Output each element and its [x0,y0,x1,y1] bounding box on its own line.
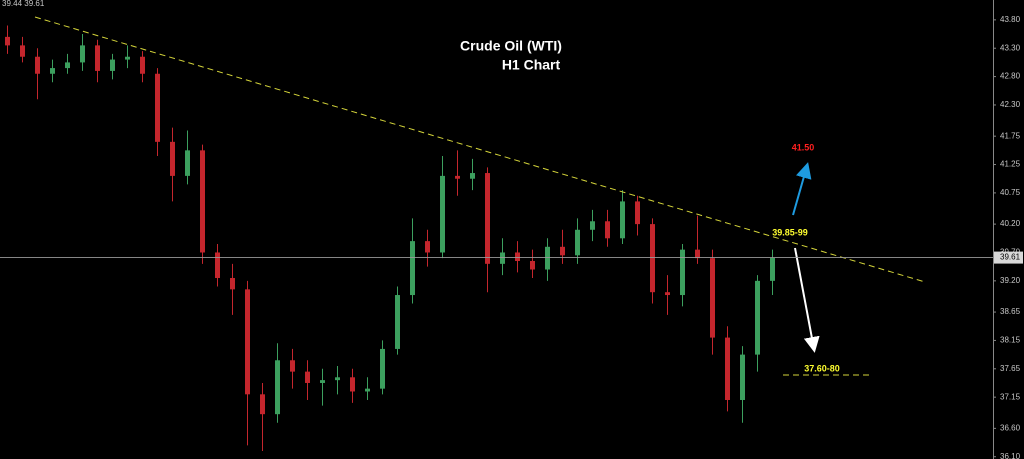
candle-body [65,62,70,69]
current-price-tag [994,251,1023,264]
y-tick-label: 38.65 [1000,307,1021,316]
candle-body [260,394,265,415]
chart-title: Crude Oil (WTI) [460,38,562,54]
candle-body [5,36,10,46]
current-price-label: 39.61 [1000,253,1021,262]
candle-body [500,252,505,264]
candle-body [695,249,700,259]
y-tick-label: 37.65 [1000,364,1021,373]
candle-body [605,221,610,239]
y-tick-label: 40.75 [1000,188,1021,197]
trendline [34,16,926,283]
chart-subtitle: H1 Chart [502,57,561,73]
candle-body [740,354,745,400]
y-tick-label: 41.75 [1000,131,1021,140]
candle-body [410,241,415,296]
candle-body [770,257,775,281]
candle-body [560,246,565,256]
candle-body [170,141,175,176]
candle-body [140,56,145,74]
candle-body [635,201,640,225]
y-tick-label: 41.25 [1000,160,1021,169]
candle-body [530,260,535,270]
up-arrow [792,162,812,216]
header: 39.44 39.61 [2,0,45,8]
candle-body [725,337,730,400]
candle-body [20,45,25,57]
candle-body [335,377,340,381]
candle-body [545,246,550,270]
y-tick-label: 40.20 [1000,219,1021,228]
candle-body [365,388,370,392]
candles [5,25,775,452]
candle-body [275,360,280,415]
downside-target-label: 37.60-80 [804,363,840,373]
candle-body [110,59,115,71]
candle-body [755,280,760,355]
candle-body [455,175,460,179]
candle-body [575,229,580,256]
candle-body [440,175,445,253]
candle-body [485,173,490,264]
y-tick-label: 36.60 [1000,423,1021,432]
y-tick-label: 43.30 [1000,43,1021,52]
candle-body [710,258,715,338]
candle-body [470,173,475,179]
candle-body [80,45,85,63]
y-tick-label: 42.80 [1000,72,1021,81]
y-tick-label: 38.15 [1000,336,1021,345]
candle-body [650,224,655,293]
upside-target-label: 41.50 [792,142,815,152]
resistance-label: 39.85-99 [772,227,808,237]
y-tick-label: 36.10 [1000,452,1021,459]
candle-body [590,221,595,230]
candle-body [680,249,685,296]
candle-body [515,252,520,261]
candle-body [245,289,250,395]
candle-body [305,371,310,383]
candle-body [620,201,625,239]
candle-body [320,380,325,383]
candle-body [215,252,220,279]
candle-body [380,348,385,389]
candle-body [50,68,55,74]
candle-body [665,292,670,296]
y-tick-label: 37.15 [1000,392,1021,401]
y-tick-label: 39.20 [1000,276,1021,285]
candle-body [125,56,130,60]
candle-body [350,377,355,392]
candle-body [230,278,235,290]
candle-body [425,241,430,253]
candle-body [155,73,160,142]
candle-body [185,150,190,176]
down-arrow [794,247,820,353]
candle-body [200,150,205,253]
y-tick-label: 42.30 [1000,100,1021,109]
candle-body [290,360,295,372]
y-tick-label: 43.80 [1000,15,1021,24]
candle-body [35,56,40,74]
candle-body [395,295,400,349]
candle-body [95,45,100,71]
